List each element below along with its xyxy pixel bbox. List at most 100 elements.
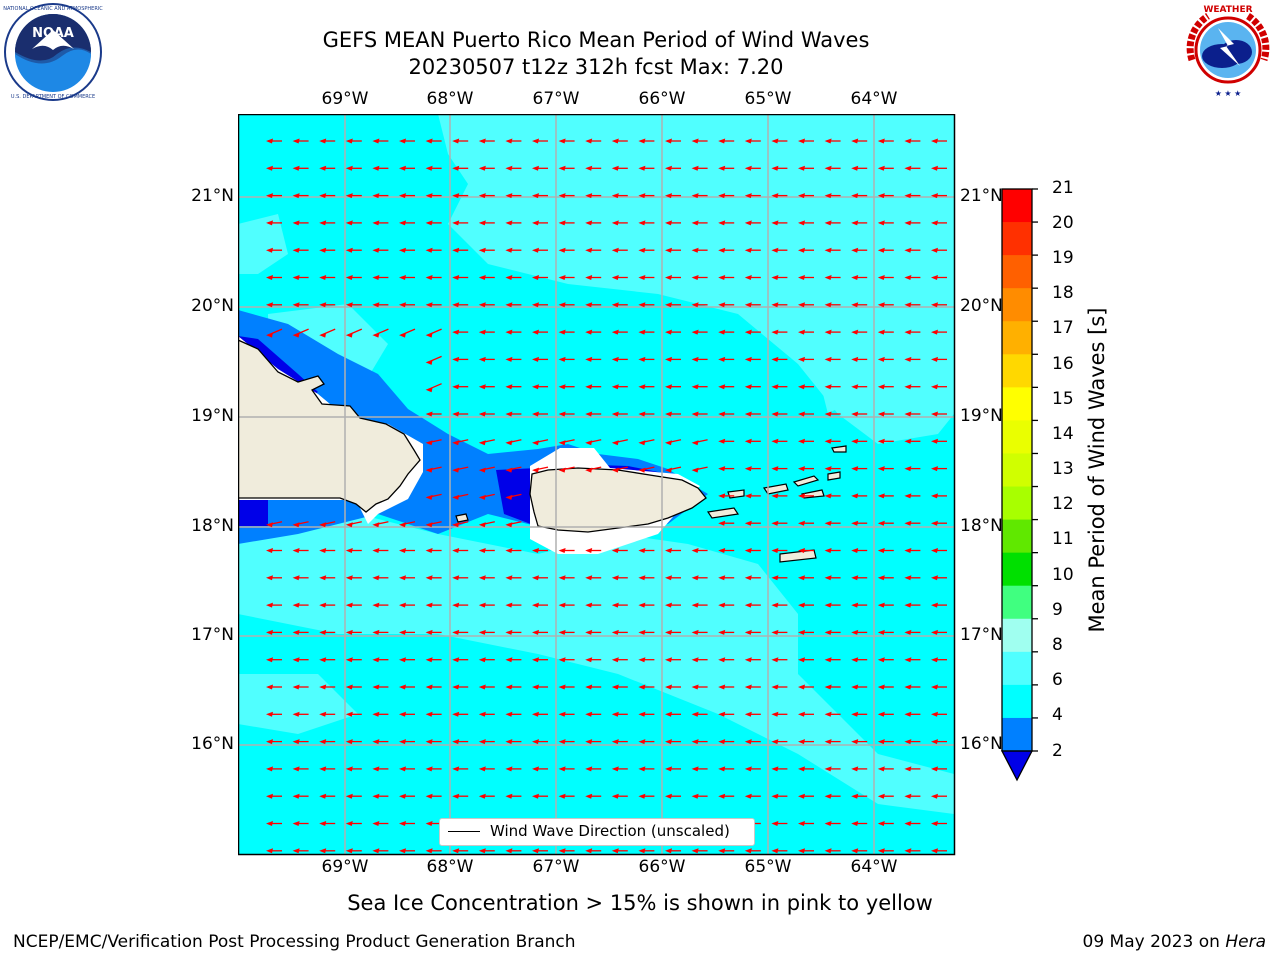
wind-arrow	[532, 247, 548, 253]
wind-arrow	[665, 220, 681, 226]
wind-arrow	[904, 629, 921, 635]
wind-arrow	[266, 821, 282, 826]
wind-arrow	[931, 138, 947, 144]
wind-arrow	[744, 138, 761, 144]
wind-arrow	[824, 275, 841, 280]
wind-arrow	[851, 793, 868, 799]
wind-arrow	[585, 848, 602, 854]
wind-arrow	[718, 520, 735, 526]
wind-arrow	[744, 793, 761, 799]
wind-arrow	[877, 739, 894, 745]
legend-box: Wind Wave Direction (unscaled)	[439, 818, 755, 846]
wind-arrow	[638, 384, 655, 390]
wind-arrow	[319, 793, 336, 799]
wind-arrow	[638, 411, 655, 417]
wind-arrow	[931, 193, 947, 199]
wind-arrow	[691, 766, 708, 772]
wind-arrow	[638, 848, 655, 854]
wind-arrow	[425, 193, 442, 199]
wind-arrow	[558, 247, 575, 253]
wind-arrow	[452, 439, 469, 446]
wind-arrow	[558, 439, 575, 446]
cb-tick-13: 13	[1052, 459, 1074, 479]
wind-arrow	[851, 766, 868, 772]
wind-arrow	[319, 220, 336, 226]
legend-line-swatch	[448, 831, 480, 832]
colorbar-segment	[1002, 486, 1032, 521]
wind-arrow	[798, 548, 814, 553]
wind-arrow	[771, 575, 788, 581]
wind-arrow	[532, 575, 548, 581]
colorbar-segment	[1002, 255, 1032, 289]
wind-arrow	[877, 193, 894, 199]
wind-arrow	[851, 165, 868, 171]
wind-arrow	[877, 493, 894, 499]
wind-arrow	[691, 739, 708, 745]
wind-arrow	[266, 766, 282, 772]
wind-arrow	[266, 793, 282, 799]
wind-arrow	[452, 602, 469, 608]
colorbar-frame	[1001, 188, 1033, 752]
wind-arrow	[266, 193, 282, 199]
colorbar-segment	[1002, 321, 1032, 355]
wind-arrow	[638, 793, 655, 799]
wind-arrow	[452, 711, 469, 717]
wind-arrow	[372, 548, 389, 553]
wind-arrow	[478, 629, 495, 635]
wind-arrow	[798, 848, 814, 854]
wind-arrow	[399, 739, 415, 745]
lon-label-top-65w: 65°W	[744, 89, 792, 109]
wind-arrow	[718, 247, 735, 253]
wind-arrow	[266, 711, 282, 717]
wind-arrow	[904, 766, 921, 772]
wind-arrow	[478, 739, 495, 745]
wind-arrow	[585, 575, 602, 581]
wind-arrow	[478, 138, 495, 144]
wind-arrow	[266, 684, 282, 690]
wind-arrow	[399, 684, 415, 690]
noaa-logo: NOAA NATIONAL OCEANIC AND ATMOSPHERIC U.…	[3, 3, 103, 101]
wind-arrow	[931, 739, 947, 745]
wind-arrow	[851, 711, 868, 717]
lat-label-left-17n: 17°N	[191, 625, 234, 645]
wind-arrow	[558, 548, 575, 553]
wind-arrow	[319, 193, 336, 199]
wind-arrow	[452, 302, 469, 308]
wind-arrow	[292, 848, 309, 854]
wind-arrow	[771, 165, 788, 171]
wind-arrow	[718, 684, 735, 690]
wind-arrow	[319, 848, 336, 854]
wind-arrow	[532, 629, 548, 635]
wind-arrow	[319, 548, 336, 553]
wind-arrow	[691, 411, 708, 417]
wind-arrow	[345, 821, 362, 826]
wind-arrow	[931, 766, 947, 772]
wind-arrow	[478, 466, 495, 473]
wind-arrow	[399, 521, 416, 528]
wind-arrow	[611, 193, 628, 199]
run-machine: Hera	[1225, 932, 1266, 952]
wind-arrow	[771, 848, 788, 854]
wind-arrow	[851, 548, 868, 553]
wind-arrow	[718, 602, 735, 608]
lon-label-bottom-68w: 68°W	[426, 857, 474, 877]
wind-arrow	[691, 793, 708, 799]
wind-arrow	[532, 848, 548, 854]
wind-arrow	[638, 439, 655, 446]
wind-arrow	[665, 384, 681, 390]
wind-arrow	[744, 302, 761, 308]
wind-arrow	[266, 629, 282, 635]
wind-arrow	[718, 848, 735, 854]
wind-arrow	[611, 247, 628, 253]
wind-arrow	[478, 657, 495, 663]
wind-arrow	[665, 766, 681, 772]
wind-arrow	[851, 302, 868, 308]
wind-arrow	[718, 411, 735, 417]
wind-arrow	[744, 493, 761, 499]
wind-arrow	[505, 739, 522, 745]
wind-arrow	[824, 766, 841, 772]
wind-arrow	[851, 602, 868, 608]
wind-arrow	[718, 575, 735, 581]
wind-arrow	[931, 438, 947, 444]
wind-arrow	[372, 821, 389, 826]
